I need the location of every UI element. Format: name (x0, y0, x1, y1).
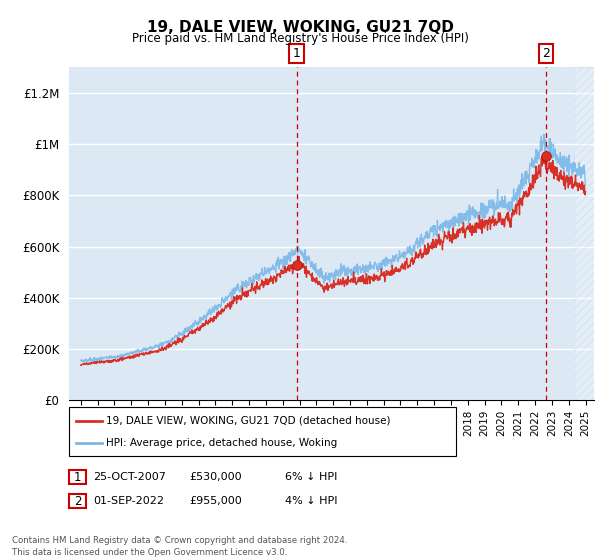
Text: £530,000: £530,000 (189, 472, 242, 482)
Text: Contains HM Land Registry data © Crown copyright and database right 2024.
This d: Contains HM Land Registry data © Crown c… (12, 536, 347, 557)
Text: £955,000: £955,000 (189, 496, 242, 506)
Text: 25-OCT-2007: 25-OCT-2007 (93, 472, 166, 482)
Text: HPI: Average price, detached house, Woking: HPI: Average price, detached house, Woki… (106, 437, 337, 447)
Bar (574, 67, 594, 400)
Text: 19, DALE VIEW, WOKING, GU21 7QD (detached house): 19, DALE VIEW, WOKING, GU21 7QD (detache… (106, 416, 391, 426)
Text: Price paid vs. HM Land Registry's House Price Index (HPI): Price paid vs. HM Land Registry's House … (131, 32, 469, 45)
Text: 1: 1 (74, 470, 81, 484)
Text: 6% ↓ HPI: 6% ↓ HPI (285, 472, 337, 482)
Text: 2: 2 (542, 47, 550, 60)
Text: 01-SEP-2022: 01-SEP-2022 (93, 496, 164, 506)
Text: 1: 1 (293, 47, 301, 60)
Text: 4% ↓ HPI: 4% ↓ HPI (285, 496, 337, 506)
Text: 2: 2 (74, 494, 81, 508)
Text: 19, DALE VIEW, WOKING, GU21 7QD: 19, DALE VIEW, WOKING, GU21 7QD (146, 20, 454, 35)
